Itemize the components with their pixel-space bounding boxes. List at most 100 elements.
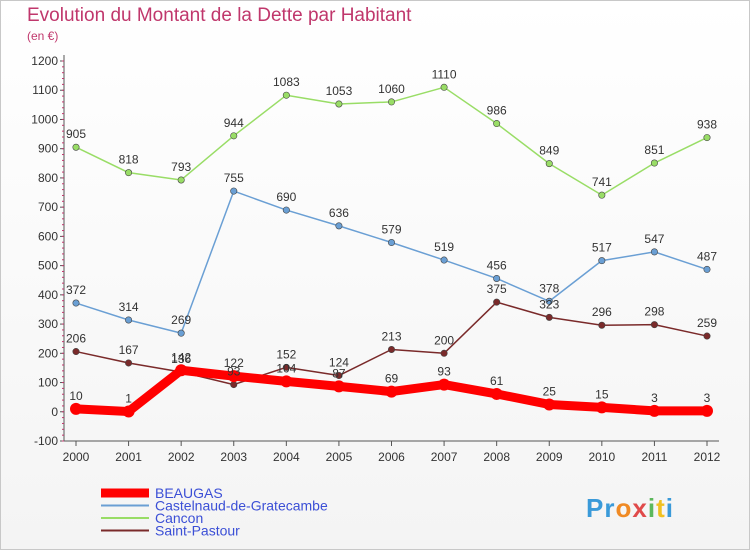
data-label: 905	[66, 127, 86, 141]
chart-title: Evolution du Montant de la Dette par Hab…	[27, 5, 412, 26]
y-tick-label: 400	[38, 288, 58, 302]
data-point	[282, 206, 290, 214]
data-label: 1110	[432, 67, 457, 81]
data-point	[650, 248, 658, 256]
data-point	[701, 404, 713, 417]
data-label: 314	[119, 300, 139, 314]
data-point	[230, 132, 238, 140]
y-tick-label: 300	[38, 317, 58, 331]
data-point	[543, 398, 556, 411]
legend-label: Cancon	[155, 510, 203, 526]
x-tick-label: 2004	[273, 450, 300, 464]
data-point	[125, 359, 133, 367]
data-point	[332, 380, 345, 393]
data-point	[70, 402, 82, 415]
data-label: 3	[651, 391, 658, 405]
x-tick-label: 2009	[536, 450, 563, 464]
data-label: 122	[224, 356, 244, 370]
data-label: 93	[227, 365, 241, 379]
x-tick-label: 2003	[220, 450, 247, 464]
data-point	[598, 321, 606, 329]
data-point	[280, 375, 293, 388]
data-label: 944	[224, 116, 244, 130]
data-label: 1083	[273, 75, 300, 89]
y-tick-label: 700	[38, 200, 58, 214]
data-point	[230, 187, 238, 195]
data-label: 851	[644, 143, 664, 157]
data-label: 25	[543, 384, 557, 398]
y-tick-label: 1100	[32, 83, 58, 97]
y-tick-label: 0	[51, 405, 58, 419]
x-tick-label: 2006	[378, 450, 405, 464]
data-label: 755	[224, 171, 244, 185]
data-point	[595, 401, 608, 414]
data-label: 136	[171, 352, 191, 366]
data-label: 323	[539, 297, 559, 311]
legend-label: Castelnaud-de-Gratecambe	[155, 498, 328, 514]
data-point	[598, 257, 606, 265]
y-tick-label: 900	[38, 142, 58, 156]
data-point	[598, 191, 606, 199]
data-label: 296	[592, 305, 612, 319]
data-point	[648, 404, 661, 417]
data-point	[438, 378, 451, 391]
data-label: 793	[171, 160, 191, 174]
data-label: 519	[434, 240, 454, 254]
data-point	[493, 298, 501, 306]
data-point	[335, 372, 343, 380]
y-tick-label: 500	[38, 259, 58, 273]
data-label: 87	[332, 366, 346, 380]
data-point	[177, 176, 185, 184]
data-label: 487	[697, 249, 717, 263]
data-point	[282, 363, 290, 371]
data-label: 517	[592, 241, 612, 255]
data-point	[125, 316, 133, 324]
data-point	[72, 299, 80, 307]
logo-part: i	[647, 493, 657, 523]
y-tick-label: 800	[38, 171, 58, 185]
data-point	[703, 134, 711, 142]
x-tick-label: 2008	[483, 450, 510, 464]
data-label: 690	[276, 190, 296, 204]
y-tick-label: 200	[38, 346, 58, 360]
y-tick-label: 1000	[31, 112, 58, 126]
data-label: 93	[437, 365, 451, 379]
x-tick-label: 2000	[63, 450, 90, 464]
y-tick-label: 600	[38, 229, 58, 243]
series-line-castelnaud-de-gratecambe	[75, 190, 708, 334]
data-label: 298	[644, 305, 664, 319]
data-label: 10	[69, 389, 83, 403]
data-point	[72, 143, 80, 151]
data-point	[385, 385, 398, 398]
data-label: 849	[539, 144, 559, 158]
data-label: 124	[329, 356, 349, 370]
data-label: 69	[385, 372, 399, 386]
y-tick-label: -100	[34, 434, 58, 448]
data-label: 152	[276, 347, 296, 361]
y-tick-label: 100	[38, 376, 58, 390]
data-point	[545, 313, 553, 321]
data-point	[650, 159, 658, 167]
data-label: 456	[487, 258, 507, 272]
x-tick-label: 2007	[431, 450, 458, 464]
x-tick-label: 2002	[168, 450, 195, 464]
data-point	[227, 370, 240, 383]
data-point	[282, 91, 290, 99]
data-point	[387, 346, 395, 354]
logo-part: i	[665, 493, 674, 523]
data-point	[125, 169, 133, 177]
data-point	[493, 274, 501, 282]
data-label: 269	[171, 313, 191, 327]
data-label: 579	[381, 223, 401, 237]
data-point	[493, 120, 501, 128]
data-point	[545, 297, 553, 305]
logo-part: t	[656, 493, 666, 523]
x-tick-label: 2001	[115, 450, 142, 464]
x-tick-label: 2011	[642, 450, 668, 464]
data-point	[72, 348, 80, 356]
data-point	[545, 160, 553, 168]
legend-label: BEAUGAS	[155, 485, 223, 501]
x-tick-label: 2012	[694, 450, 721, 464]
